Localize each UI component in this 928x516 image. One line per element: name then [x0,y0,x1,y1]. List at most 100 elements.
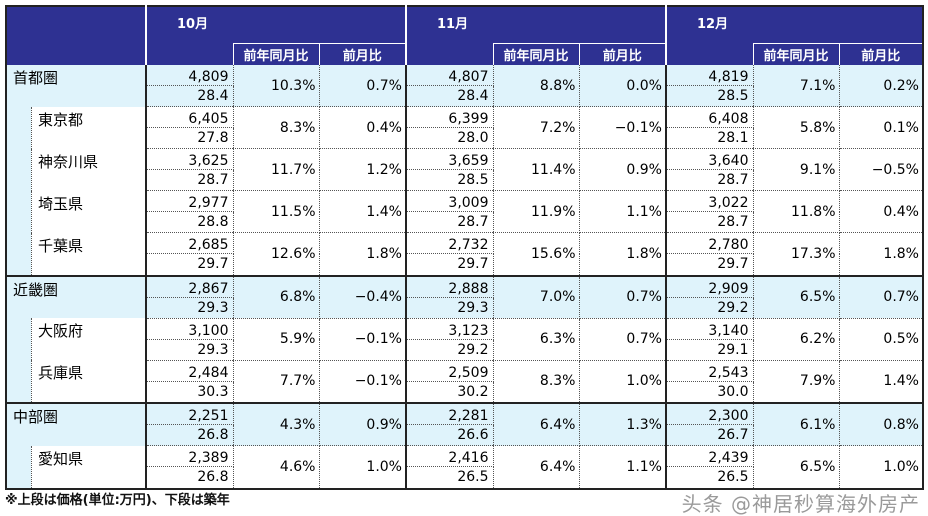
table-row: 神奈川県 3,625 11.7% 1.2% 3,659 11.4% 0.9% 3,640 9.1… [6,148,924,191]
region-label: 兵庫県 [6,360,146,403]
price-cell: 2,389 [145,445,234,468]
age-cell: 29.7 [145,253,234,276]
yoy-cell: 11.9% [493,190,580,233]
table-row: 千葉県 2,685 12.6% 1.8% 2,732 15.6% 1.8% 2,780 17.3… [6,232,924,276]
mom-cell: −0.4% [319,274,407,319]
price-cell: 2,909 [665,274,754,298]
price-cell: 2,888 [405,274,494,298]
table-row-age: 28.7 28.5 28.7 [6,169,923,191]
yoy-cell: 12.6% [233,232,320,276]
price-cell: 4,809 [145,65,234,86]
mom-cell: 1.0% [579,360,667,404]
price-table: 10月 11月 12月 前年同月比 前月比 前年同月比 前月比 前年同月比 前月比 首都圏 4,8… [5,5,924,490]
yoy-cell: 6.1% [753,402,840,446]
mom-header: 前月比 [318,43,406,65]
mom-cell: 0.9% [319,402,407,446]
age-cell: 28.0 [405,127,494,149]
month-header-spacer [665,43,753,65]
age-cell: 26.7 [665,424,754,446]
region-label: 中部圏 [6,402,146,446]
yoy-cell: 7.1% [753,65,840,107]
age-cell: 28.7 [145,169,234,191]
price-cell: 2,439 [665,445,754,468]
yoy-cell: 5.9% [233,318,320,361]
table-row-age: 28.4 28.4 28.5 [6,85,923,107]
month-header-spacer [405,43,493,65]
footnote: ※上段は価格(単位:万円)、下段は築年 [5,493,230,508]
header-corner [6,6,146,65]
yoy-cell: 11.7% [233,148,320,191]
mom-cell: 0.4% [319,106,407,149]
region-name: 東京都 [31,106,145,149]
yoy-cell: 8.8% [493,65,580,107]
mom-cell: 0.4% [839,190,924,233]
mom-cell: −0.1% [319,318,407,361]
yoy-header: 前年同月比 [492,43,579,65]
age-cell: 30.2 [405,381,494,404]
age-cell: 29.1 [665,339,754,361]
age-cell: 29.7 [405,253,494,276]
price-cell: 2,509 [405,360,494,382]
yoy-cell: 8.3% [493,360,580,404]
yoy-cell: 10.3% [233,65,320,107]
month-header-spacer [145,43,233,65]
yoy-cell: 7.2% [493,106,580,149]
yoy-cell: 6.4% [493,402,580,446]
age-cell: 26.5 [405,466,494,489]
yoy-cell: 17.3% [753,232,840,276]
yoy-header: 前年同月比 [232,43,319,65]
table-row-age: 28.8 28.7 28.7 [6,211,923,233]
yoy-cell: 6.8% [233,274,320,319]
region-name: 兵庫県 [31,360,145,402]
mom-cell: 1.0% [839,445,924,489]
table-row: 首都圏 4,809 10.3% 0.7% 4,807 8.8% 0.0% 4,819 7.1% 0… [6,65,924,107]
yoy-header: 前年同月比 [752,43,839,65]
age-cell: 29.3 [145,297,234,319]
age-cell: 28.7 [665,169,754,191]
price-cell: 2,281 [405,402,494,425]
age-cell: 29.2 [665,297,754,319]
month-header: 11月 [405,6,666,44]
mom-cell: 0.9% [579,148,667,191]
table-row-age: 29.3 29.3 29.2 [6,297,923,319]
yoy-cell: 6.5% [753,445,840,489]
mom-cell: 0.7% [319,65,407,107]
region-name: 神奈川県 [31,148,145,191]
mom-cell: 1.4% [319,190,407,233]
mom-cell: 1.1% [579,445,667,489]
price-cell: 2,867 [145,274,234,298]
yoy-cell: 6.5% [753,274,840,319]
age-cell: 28.4 [405,85,494,107]
region-name: 大阪府 [31,318,145,360]
age-cell: 29.3 [145,339,234,361]
mom-cell: 1.0% [319,445,407,489]
age-cell: 30.3 [145,381,234,404]
price-cell: 6,399 [405,106,494,128]
price-cell: 3,640 [665,148,754,170]
region-label: 大阪府 [6,318,146,360]
table-row-age: 26.8 26.6 26.7 [6,424,923,446]
age-cell: 29.7 [665,253,754,276]
yoy-cell: 11.5% [233,190,320,233]
mom-cell: 0.5% [839,318,924,361]
region-name: 千葉県 [31,232,145,275]
region-label: 埼玉県 [6,190,146,233]
mom-cell: 1.2% [319,148,407,191]
mom-cell: −0.1% [319,360,407,404]
age-cell: 27.8 [145,127,234,149]
table-row: 愛知県 2,389 4.6% 1.0% 2,416 6.4% 1.1% 2,439 6.5% 1.… [6,445,924,489]
watermark: 头条 @神居秒算海外房产 [681,492,920,516]
mom-cell: 0.1% [839,106,924,149]
mom-cell: 1.3% [579,402,667,446]
yoy-cell: 8.3% [233,106,320,149]
mom-cell: 0.7% [839,274,924,319]
table-row-age: 27.8 28.0 28.1 [6,127,923,149]
month-header: 12月 [665,6,923,44]
mom-header: 前月比 [838,43,923,65]
age-cell: 28.5 [405,169,494,191]
region-name: 埼玉県 [31,190,145,233]
mom-cell: 1.8% [579,232,667,276]
mom-header: 前月比 [578,43,666,65]
mom-cell: −0.1% [579,106,667,149]
price-cell: 2,300 [665,402,754,425]
